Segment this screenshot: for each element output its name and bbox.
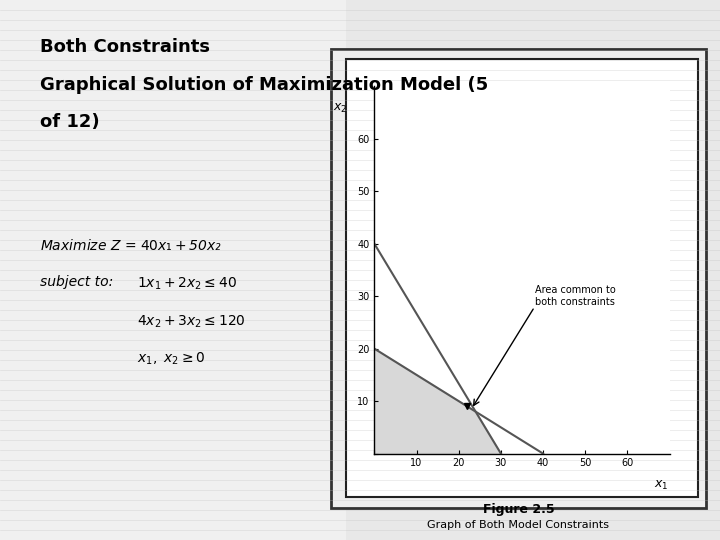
Text: Graphical Solution of Maximization Model (5: Graphical Solution of Maximization Model… [40,76,488,93]
Bar [346,59,698,497]
Text: $x_1,\ x_2\geq 0$: $x_1,\ x_2\geq 0$ [137,351,205,367]
Text: $x_2$: $x_2$ [333,102,348,115]
Text: $4x_2 + 3x_2\leq 120$: $4x_2 + 3x_2\leq 120$ [137,313,246,329]
Text: Both Constraints: Both Constraints [40,38,210,56]
Polygon shape [374,349,501,454]
Text: of 12): of 12) [40,113,99,131]
Text: Maximize Z = $40x₁ + $50x₂: Maximize Z = $40x₁ + $50x₂ [40,238,221,253]
Text: $x_1$: $x_1$ [654,478,668,491]
Bar [331,49,706,508]
Bar [0,0,346,540]
Text: Area common to
both constraints: Area common to both constraints [535,285,616,307]
Text: subject to:: subject to: [40,275,113,289]
Text: $1x_1 + 2x_2\leq 40$: $1x_1 + 2x_2\leq 40$ [137,275,237,292]
Text: Figure 2.5: Figure 2.5 [482,503,554,516]
Text: Graph of Both Model Constraints: Graph of Both Model Constraints [428,520,609,530]
